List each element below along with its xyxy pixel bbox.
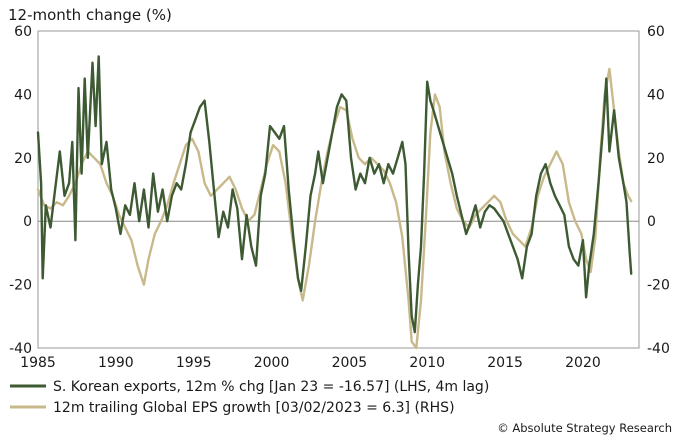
legend: S. Korean exports, 12m % chg [Jan 23 = -…: [10, 379, 489, 416]
series-line-korean-exports: [36, 55, 633, 334]
legend-label-exports: S. Korean exports, 12m % chg [Jan 23 = -…: [53, 379, 489, 395]
x-tick-label-1: 1990: [98, 355, 134, 371]
left-tick-label-3: 20: [14, 151, 32, 167]
left-tick-label-0: -40: [9, 341, 32, 357]
right-axis-ticks: -40 -20 0 20 40 60: [647, 24, 670, 357]
left-axis-ticks: -40 -20 0 20 40 60: [9, 24, 32, 357]
source-credit: © Absolute Strategy Research: [497, 421, 672, 435]
series-layer: [36, 55, 633, 350]
x-axis-ticks: 1985 1990 1995 2000 2005 2010 2015 2020: [20, 355, 601, 371]
plot-frame: [37, 30, 640, 349]
x-tick-label-3: 2000: [254, 355, 290, 371]
x-tick-label-4: 2005: [332, 355, 368, 371]
left-tick-label-1: -20: [9, 278, 32, 294]
right-tick-label-4: 40: [647, 87, 665, 103]
left-tick-label-2: 0: [23, 214, 32, 230]
x-tick-label-7: 2020: [565, 355, 601, 371]
legend-label-eps: 12m trailing Global EPS growth [03/02/20…: [53, 400, 455, 416]
right-tick-label-1: -20: [647, 278, 670, 294]
left-tick-label-5: 60: [14, 24, 32, 40]
right-tick-label-5: 60: [647, 24, 665, 40]
x-tick-label-0: 1985: [20, 355, 56, 371]
x-tick-label-2: 1995: [176, 355, 212, 371]
right-tick-label-0: -40: [647, 341, 670, 357]
y-axis-label: 12-month change (%): [8, 6, 172, 24]
right-tick-label-3: 20: [647, 151, 665, 167]
x-tick-label-6: 2015: [487, 355, 523, 371]
left-tick-label-4: 40: [14, 87, 32, 103]
x-tick-label-5: 2010: [409, 355, 445, 371]
right-tick-label-2: 0: [647, 214, 656, 230]
